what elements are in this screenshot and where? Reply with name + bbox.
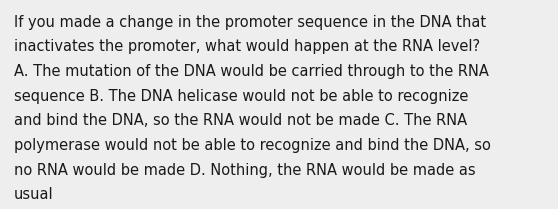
Text: A. The mutation of the DNA would be carried through to the RNA: A. The mutation of the DNA would be carr…: [14, 64, 489, 79]
Text: usual: usual: [14, 187, 54, 202]
Text: If you made a change in the promoter sequence in the DNA that: If you made a change in the promoter seq…: [14, 15, 486, 30]
Text: inactivates the promoter, what would happen at the RNA level?: inactivates the promoter, what would hap…: [14, 39, 480, 54]
Text: sequence B. The DNA helicase would not be able to recognize: sequence B. The DNA helicase would not b…: [14, 89, 468, 104]
Text: and bind the DNA, so the RNA would not be made C. The RNA: and bind the DNA, so the RNA would not b…: [14, 113, 467, 128]
Text: no RNA would be made D. Nothing, the RNA would be made as: no RNA would be made D. Nothing, the RNA…: [14, 163, 475, 178]
Text: polymerase would not be able to recognize and bind the DNA, so: polymerase would not be able to recogniz…: [14, 138, 491, 153]
